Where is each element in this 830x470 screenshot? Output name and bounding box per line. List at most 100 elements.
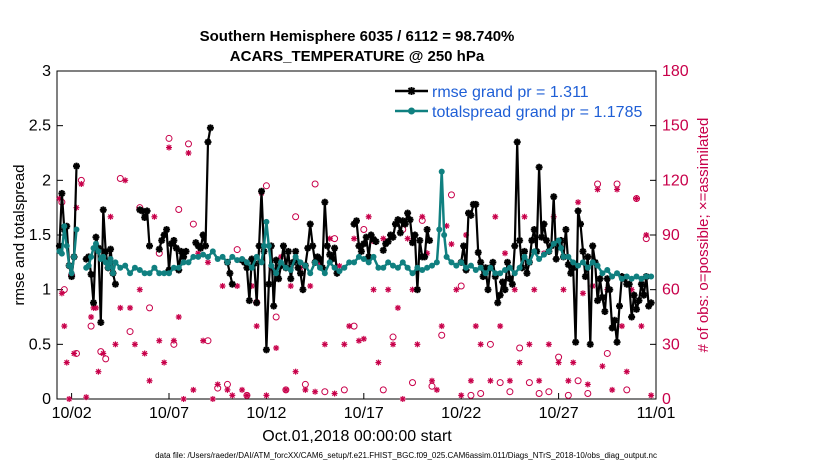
- obs-possible-point: [564, 391, 572, 399]
- totalspread-point: [131, 264, 138, 271]
- obs-assimilated-point: [380, 235, 387, 242]
- obs-assimilated-point: [623, 368, 630, 375]
- totalspread-point: [390, 262, 397, 269]
- y-axis-label-left: rmse and totalspread: [11, 165, 28, 306]
- x-tick-label: 11/01: [637, 405, 676, 422]
- obs-assimilated-point: [492, 213, 499, 220]
- rmse-point: [613, 338, 621, 346]
- obs-possible-point: [594, 180, 602, 188]
- rmse-point: [523, 269, 531, 277]
- rmse-point: [538, 233, 546, 241]
- totalspread-point: [604, 266, 611, 273]
- totalspread-point: [565, 253, 572, 260]
- totalspread-point: [151, 264, 158, 271]
- obs-assimilated-point: [273, 344, 280, 351]
- rmse-point: [572, 338, 580, 346]
- totalspread-point: [438, 168, 445, 175]
- obs-assimilated-point: [107, 213, 114, 220]
- obs-possible-point: [555, 353, 563, 361]
- obs-possible-point: [409, 379, 417, 387]
- rmse-point: [172, 244, 180, 252]
- rmse-point: [601, 308, 609, 316]
- rmse-point: [581, 273, 589, 281]
- totalspread-point: [433, 259, 440, 266]
- rmse-point: [496, 291, 504, 299]
- totalspread-point: [633, 273, 640, 280]
- obs-assimilated-point: [141, 350, 148, 357]
- totalspread-point: [234, 257, 241, 264]
- rmse-point: [182, 247, 190, 255]
- obs-possible-point: [438, 331, 446, 339]
- rmse-point: [611, 316, 619, 324]
- rmse-point: [146, 242, 154, 250]
- obs-possible-point: [126, 328, 134, 336]
- totalspread-point: [609, 273, 616, 280]
- totalspread-point: [136, 266, 143, 273]
- y-tick-label-left: 2.5: [29, 118, 51, 135]
- totalspread-point: [448, 259, 455, 266]
- rmse-point: [87, 270, 95, 278]
- rmse-point: [411, 231, 419, 239]
- obs-assimilated-point: [341, 341, 348, 348]
- rmse-point: [530, 226, 538, 234]
- obs-assimilated-point: [448, 241, 455, 248]
- obs-possible-point: [467, 391, 475, 399]
- y-tick-label-right: 120: [662, 172, 689, 189]
- obs-possible-point: [486, 340, 494, 348]
- obs-assimilated-point: [477, 341, 484, 348]
- legend-box: [390, 80, 648, 126]
- chart-subtitle: ACARS_TEMPERATURE @ 250 hPa: [230, 48, 485, 65]
- rmse-point: [637, 280, 645, 288]
- rmse-point: [550, 193, 558, 201]
- totalspread-point: [316, 264, 323, 271]
- obs-possible-point: [506, 388, 514, 396]
- obs-assimilated-point: [584, 381, 591, 388]
- totalspread-point: [312, 259, 319, 266]
- legend-spread-marker: [408, 107, 415, 115]
- rmse-point: [484, 286, 492, 294]
- obs-assimilated-point: [643, 232, 650, 238]
- totalspread-point: [648, 273, 655, 280]
- rmse-point: [628, 313, 636, 321]
- data-file-footer: data file: /Users/raeder/DAI/ATM_forcXX/…: [155, 451, 657, 460]
- totalspread-point: [463, 264, 470, 271]
- totalspread-point: [190, 253, 197, 260]
- rmse-point: [494, 299, 502, 307]
- obs-possible-point: [574, 377, 582, 385]
- totalspread-point: [258, 259, 265, 266]
- obs-assimilated-point: [282, 386, 289, 393]
- x-tick-label: 10/12: [246, 405, 286, 422]
- totalspread-point: [555, 237, 562, 244]
- totalspread-point: [506, 264, 513, 271]
- rmse-point: [206, 124, 214, 132]
- totalspread-point: [209, 248, 216, 255]
- obs-possible-point: [175, 205, 183, 213]
- rmse-point: [586, 340, 594, 348]
- totalspread-point: [545, 248, 552, 255]
- totalspread-point: [107, 256, 114, 263]
- totalspread-point: [297, 259, 304, 266]
- obs-assimilated-point: [560, 286, 567, 293]
- rmse-point: [158, 236, 166, 244]
- totalspread-point: [428, 262, 435, 269]
- totalspread-point: [355, 253, 362, 260]
- rmse-point: [577, 220, 585, 228]
- totalspread-point: [185, 259, 192, 266]
- rmse-point: [489, 258, 497, 266]
- legend-rmse-marker: [407, 87, 416, 95]
- rmse-point: [299, 286, 307, 294]
- obs-possible-point: [301, 380, 309, 388]
- obs-assimilated-point: [92, 304, 99, 311]
- rmse-point: [90, 299, 98, 307]
- obs-assimilated-point: [66, 396, 73, 402]
- rmse-point: [426, 236, 434, 244]
- totalspread-point: [287, 266, 294, 273]
- obs-assimilated-point: [321, 341, 328, 348]
- obs-assimilated-point: [609, 386, 616, 393]
- totalspread-point: [443, 253, 450, 260]
- totalspread-point: [399, 259, 406, 266]
- totalspread-point: [307, 270, 314, 277]
- totalspread-point: [273, 270, 280, 277]
- obs-assimilated-point: [365, 213, 372, 220]
- totalspread-point: [292, 253, 299, 260]
